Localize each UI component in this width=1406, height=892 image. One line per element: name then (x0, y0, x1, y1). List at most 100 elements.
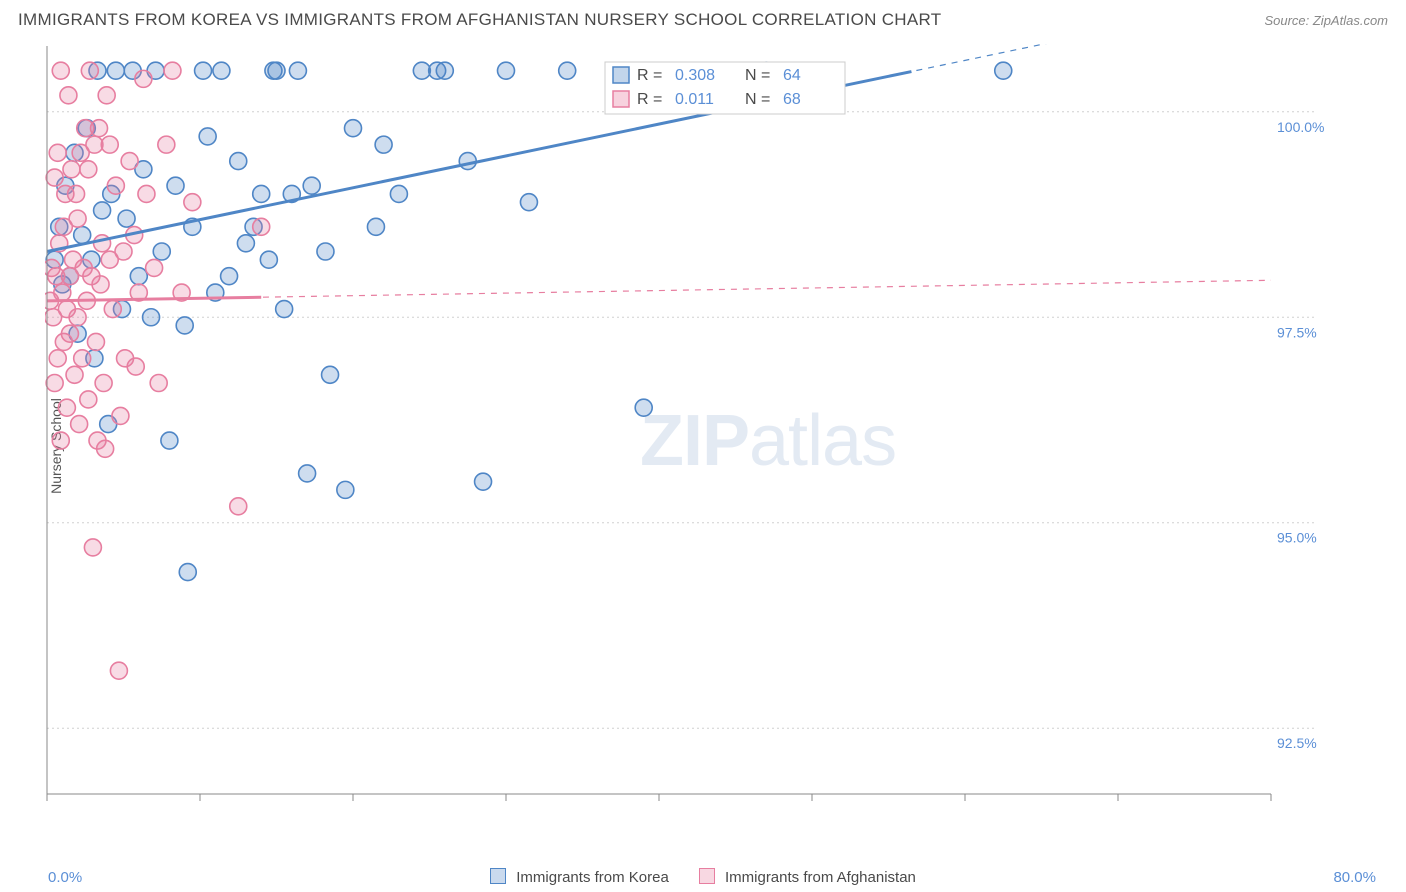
data-point (289, 62, 306, 79)
data-point (253, 185, 270, 202)
data-point (68, 185, 85, 202)
y-tick-label: 100.0% (1277, 119, 1324, 135)
data-point (69, 309, 86, 326)
title-bar: IMMIGRANTS FROM KOREA VS IMMIGRANTS FROM… (0, 0, 1406, 36)
legend-swatch-icon (613, 91, 629, 107)
data-point (375, 136, 392, 153)
data-point (94, 202, 111, 219)
data-point (107, 62, 124, 79)
data-point (436, 62, 453, 79)
data-point (52, 62, 69, 79)
data-point (52, 432, 69, 449)
data-point (66, 366, 83, 383)
legend-n-value: 64 (783, 67, 801, 84)
data-point (69, 210, 86, 227)
data-point (322, 366, 339, 383)
data-point (520, 194, 537, 211)
legend-n-value: 68 (783, 91, 801, 108)
data-point (49, 144, 66, 161)
data-point (230, 498, 247, 515)
data-point (61, 325, 78, 342)
data-point (104, 301, 121, 318)
data-point (127, 358, 144, 375)
data-point (317, 243, 334, 260)
data-point (303, 177, 320, 194)
data-point (230, 153, 247, 170)
legend-n-label: N = (745, 91, 770, 108)
data-point (153, 243, 170, 260)
data-point (80, 391, 97, 408)
data-point (121, 153, 138, 170)
legend-r-label: R = (637, 67, 662, 84)
data-point (299, 465, 316, 482)
data-point (130, 268, 147, 285)
legend-label: Immigrants from Afghanistan (725, 869, 916, 886)
data-point (118, 210, 135, 227)
legend-r-label: R = (637, 91, 662, 108)
data-point (81, 62, 98, 79)
data-point (86, 136, 103, 153)
chart-title: IMMIGRANTS FROM KOREA VS IMMIGRANTS FROM… (18, 10, 941, 30)
legend-swatch-icon (613, 67, 629, 83)
data-point (158, 136, 175, 153)
data-point (71, 416, 88, 433)
data-point (143, 309, 160, 326)
y-tick-label: 92.5% (1277, 735, 1317, 751)
data-point (221, 268, 238, 285)
data-point (97, 440, 114, 457)
legend-item-afghanistan: Immigrants from Afghanistan (699, 868, 916, 886)
data-point (91, 120, 108, 137)
data-point (176, 317, 193, 334)
legend-n-label: N = (745, 67, 770, 84)
y-tick-label: 95.0% (1277, 530, 1317, 546)
data-point (253, 218, 270, 235)
bottom-legend: Immigrants from Korea Immigrants from Af… (0, 868, 1406, 886)
data-point (107, 177, 124, 194)
data-point (138, 185, 155, 202)
legend-swatch-icon (699, 868, 715, 884)
data-point (390, 185, 407, 202)
data-point (345, 120, 362, 137)
data-point (74, 350, 91, 367)
data-point (367, 218, 384, 235)
data-point (260, 251, 277, 268)
data-point (92, 276, 109, 293)
legend-label: Immigrants from Korea (516, 869, 669, 886)
data-point (46, 375, 63, 392)
data-point (164, 62, 181, 79)
data-point (150, 375, 167, 392)
data-point (95, 375, 112, 392)
data-point (237, 235, 254, 252)
data-point (110, 662, 127, 679)
data-point (115, 243, 132, 260)
data-point (167, 177, 184, 194)
legend-item-korea: Immigrants from Korea (490, 868, 669, 886)
chart-area: 92.5%95.0%97.5%100.0%R =0.308N =64R =0.0… (45, 44, 1331, 824)
data-point (54, 284, 71, 301)
data-point (184, 194, 201, 211)
data-point (179, 564, 196, 581)
data-point (84, 539, 101, 556)
legend-r-value: 0.308 (675, 67, 715, 84)
data-point (635, 399, 652, 416)
data-point (195, 62, 212, 79)
data-point (337, 481, 354, 498)
data-point (98, 87, 115, 104)
source-label: Source: ZipAtlas.com (1264, 13, 1388, 28)
data-point (475, 473, 492, 490)
data-point (60, 87, 77, 104)
data-point (199, 128, 216, 145)
data-point (995, 62, 1012, 79)
data-point (268, 62, 285, 79)
legend-r-value: 0.011 (675, 91, 714, 108)
data-point (101, 136, 118, 153)
data-point (87, 333, 104, 350)
data-point (74, 227, 91, 244)
data-point (80, 161, 97, 178)
data-point (46, 169, 63, 186)
data-point (58, 399, 75, 416)
data-point (63, 161, 80, 178)
data-point (559, 62, 576, 79)
data-point (459, 153, 476, 170)
data-point (49, 350, 66, 367)
